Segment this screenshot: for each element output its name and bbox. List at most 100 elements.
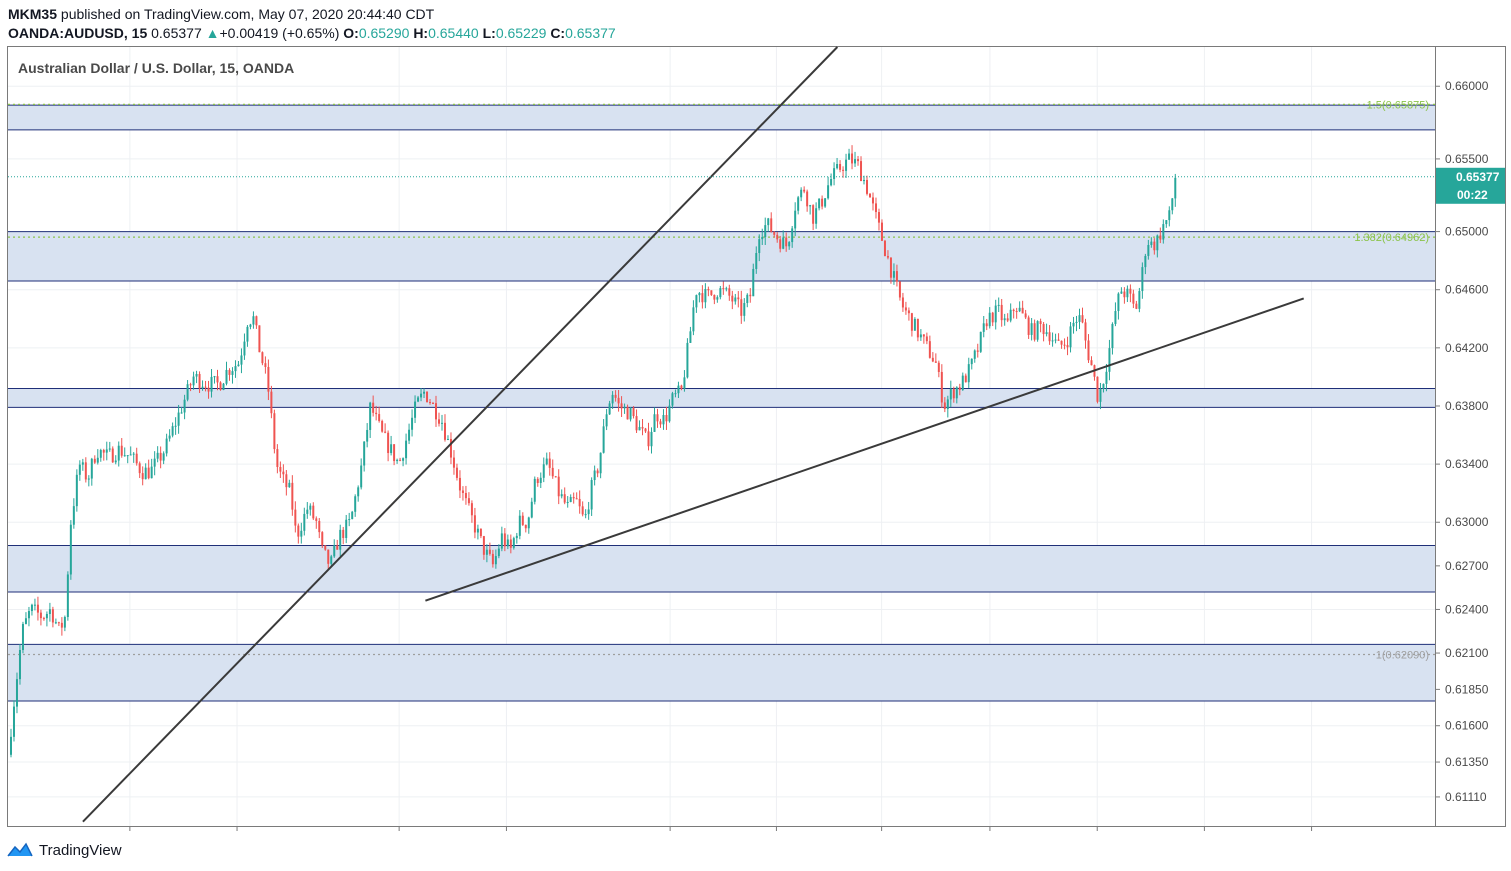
- candle-body: [677, 385, 680, 394]
- candle-body: [587, 509, 590, 515]
- candle-body: [1045, 332, 1048, 335]
- candle-body: [228, 369, 231, 375]
- grid: [8, 47, 1435, 826]
- candle-body: [479, 528, 482, 537]
- candle-body: [602, 426, 605, 453]
- candle-body: [1063, 344, 1066, 346]
- candle-body: [916, 318, 919, 338]
- candle-body: [937, 362, 940, 372]
- candle-body: [1033, 323, 1036, 340]
- candle-body: [1027, 317, 1030, 335]
- candle-body: [321, 532, 324, 546]
- candle-body: [761, 237, 764, 240]
- candle-body: [461, 490, 464, 494]
- candle-body: [536, 478, 539, 483]
- candle-body: [596, 470, 599, 474]
- candle-body: [162, 453, 165, 461]
- candle-body: [423, 391, 426, 394]
- price-tick-label: 0.61600: [1445, 719, 1489, 733]
- candle-body: [961, 375, 964, 390]
- candle-body: [767, 218, 770, 226]
- zone-rect[interactable]: [8, 644, 1435, 702]
- candle-body: [614, 394, 617, 398]
- candle-body: [345, 519, 348, 538]
- change-text: +0.00419 (+0.65%): [219, 25, 340, 41]
- time-tick-label: 11: [1198, 833, 1211, 835]
- candle-body: [901, 297, 904, 308]
- candle-body: [710, 290, 713, 295]
- candle-body: [1039, 321, 1042, 325]
- candle-body: [910, 313, 913, 331]
- trendline[interactable]: [425, 297, 1305, 602]
- zone-rect[interactable]: [8, 388, 1435, 408]
- candle-body: [713, 294, 716, 300]
- candle-body: [312, 505, 315, 519]
- candle-body: [1042, 324, 1045, 335]
- chart-pane-border: [7, 46, 1436, 827]
- candle-body: [839, 164, 842, 170]
- candle-body: [886, 256, 889, 258]
- candle-body: [78, 464, 81, 475]
- candle-body: [952, 389, 955, 399]
- candle-body: [36, 604, 39, 613]
- candle-body: [898, 281, 901, 298]
- price-chart[interactable]: 1.5(0.65875) 1.382(0.64962) 1(0.62090) Aus…: [0, 0, 1511, 835]
- candle-body: [1147, 244, 1150, 256]
- candle-body: [1165, 220, 1168, 225]
- candle-body: [599, 452, 602, 474]
- author-name[interactable]: MKM35: [8, 6, 58, 22]
- candle-body: [635, 416, 638, 431]
- candle-body: [1114, 311, 1117, 324]
- candle-body: [821, 198, 824, 207]
- zone-rect[interactable]: [8, 545, 1435, 593]
- candle-body: [584, 514, 587, 516]
- price-axis-border: [1435, 46, 1506, 827]
- candle-body: [1072, 322, 1075, 327]
- candle-body: [785, 237, 788, 247]
- candle-body: [722, 288, 725, 290]
- candle-body: [399, 459, 402, 461]
- trendlines[interactable]: [82, 46, 1305, 823]
- candle-body: [1060, 340, 1063, 345]
- candle-body: [530, 501, 533, 518]
- candle-body: [54, 622, 57, 624]
- candle-body: [411, 417, 414, 430]
- time-axis[interactable]: 13 15 20 22 27 29 May 5 7 11 13: [123, 826, 1319, 835]
- candle-body: [650, 431, 653, 447]
- candle-body: [964, 375, 967, 383]
- candle-body: [363, 441, 366, 466]
- candle-body: [327, 549, 330, 564]
- candle-body: [1108, 348, 1111, 372]
- candle-body: [701, 293, 704, 303]
- price-axis[interactable]: 0.66000 0.65500 0.65000 0.64600 0.64200 0.638…: [1435, 79, 1489, 804]
- candle-body: [315, 518, 318, 521]
- candle-body: [138, 463, 141, 474]
- support-resistance-zones[interactable]: [8, 104, 1435, 702]
- candle-body: [96, 457, 99, 463]
- candle-body: [818, 198, 821, 209]
- candle-body: [351, 511, 354, 520]
- candle-body: [1117, 293, 1120, 312]
- candle-body: [264, 363, 267, 367]
- candle-body: [27, 611, 30, 619]
- price-tick-label: 0.62100: [1445, 646, 1489, 660]
- last-price-label: 0.65377: [1456, 170, 1500, 184]
- tradingview-brand[interactable]: TradingView: [6, 840, 122, 860]
- candle-body: [524, 524, 527, 529]
- candle-body: [731, 295, 734, 302]
- candle-body: [803, 189, 806, 192]
- candle-body: [746, 294, 749, 304]
- trendline[interactable]: [82, 46, 839, 823]
- candle-body: [261, 352, 264, 364]
- candle-body: [632, 407, 635, 417]
- candle-body: [509, 539, 512, 548]
- candle-body: [626, 407, 629, 420]
- zone-rect[interactable]: [8, 105, 1435, 130]
- candle-body: [93, 458, 96, 463]
- candle-body: [234, 366, 237, 372]
- candle-body: [994, 305, 997, 323]
- fib-levels[interactable]: 1.5(0.65875) 1.382(0.64962) 1(0.62090): [8, 99, 1435, 662]
- candle-body: [857, 159, 860, 162]
- zone-rect[interactable]: [8, 231, 1435, 281]
- candle-body: [330, 556, 333, 564]
